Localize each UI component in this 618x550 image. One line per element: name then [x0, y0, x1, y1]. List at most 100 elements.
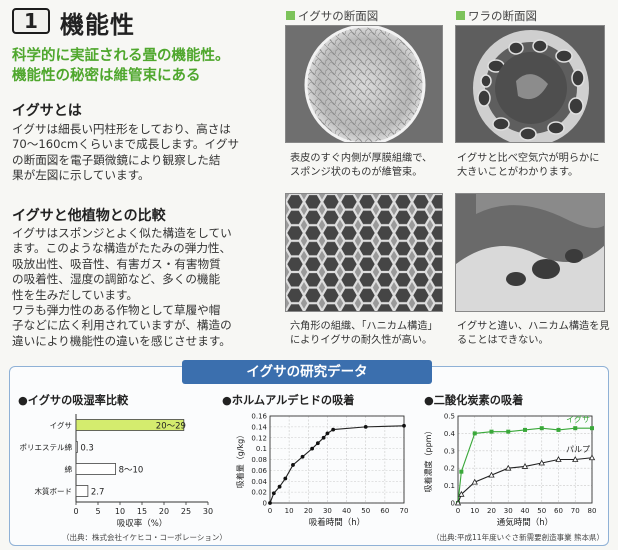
x-axis-title: 通気時間（h）	[497, 517, 553, 528]
series-name-label: パルプ	[566, 445, 590, 454]
bar-category-label: 木質ボード	[35, 486, 73, 496]
text-line: 違いにより機能性の違いを感じさせます。	[12, 333, 231, 348]
data-point	[506, 429, 511, 434]
x-tick-label: 25	[181, 507, 191, 516]
series-line	[457, 427, 592, 504]
text-line: の吸着性、湿度の調節など、多くの機能	[12, 272, 221, 287]
x-tick-label: 30	[323, 507, 332, 515]
x-tick-label: 70	[571, 507, 580, 515]
data-point	[268, 501, 272, 505]
bar-category-label: 綿	[65, 464, 73, 474]
bar	[75, 463, 116, 475]
data-point	[523, 427, 527, 432]
x-tick-label: 0	[268, 507, 272, 515]
y-tick-label: 0.3	[444, 447, 455, 455]
data-point	[459, 469, 464, 474]
section-number-badge: 1	[12, 8, 50, 34]
x-tick-label: 80	[588, 507, 597, 515]
x-tick-label: 50	[361, 507, 370, 515]
data-point	[471, 478, 478, 485]
igusa-cross-section-label: イグサの断面図	[286, 8, 378, 24]
y-axis-title: 吸着濃度（ppm）	[423, 427, 433, 493]
x-tick-label: 40	[342, 507, 351, 515]
chart-title-co2: ●二酸化炭素の吸着	[424, 394, 524, 407]
y-tick-label: 0.1	[256, 445, 267, 453]
data-point	[489, 429, 494, 434]
text-line: ます。このような構造がたたみの弾力性、	[12, 241, 232, 256]
igusa-cross-caption: 表皮のすぐ内側が厚膜組織で、 スポンジ状のものが維管束。	[290, 153, 433, 178]
text-line: 子などに広く利用されていますが、構造の	[12, 318, 232, 333]
x-tick-label: 10	[285, 507, 294, 515]
green-square-icon	[286, 11, 295, 20]
data-point	[505, 464, 512, 471]
y-tick-label: 0.14	[251, 423, 267, 431]
data-point	[277, 484, 282, 489]
data-point	[321, 435, 326, 440]
data-point	[573, 426, 578, 431]
section-title: 機能性	[60, 11, 135, 39]
data-point	[283, 476, 288, 481]
igusa-heading: イグサとは	[12, 103, 82, 119]
data-point	[291, 463, 295, 467]
x-axis-title: 吸着時間（h）	[309, 517, 365, 528]
source-note-right: （出典:平成11年度いぐさ新需要創造事業 熊本県）	[432, 533, 604, 542]
data-point	[488, 471, 495, 478]
y-tick-label: 0	[451, 500, 455, 508]
data-point	[402, 423, 406, 428]
chart-title-moisture: ●イグサの吸湿率比較	[18, 394, 129, 407]
data-point	[539, 426, 544, 431]
data-point	[472, 431, 477, 436]
y-axis-title: 吸着量（g/kg）	[235, 431, 245, 488]
x-tick-label: 0	[73, 507, 78, 516]
data-point	[458, 490, 465, 497]
text-line: 果が左図に示しています。	[12, 168, 150, 183]
data-point	[590, 426, 594, 431]
data-point	[325, 431, 330, 436]
data-point	[310, 446, 315, 451]
text-line: イグサはスポンジとよく似た構造をしてい	[12, 226, 232, 240]
bar	[75, 485, 89, 497]
data-point	[588, 454, 596, 461]
data-point	[300, 454, 305, 459]
igusa-cross-section-photo	[285, 25, 443, 143]
wara-detail-photo	[455, 193, 605, 312]
series-name-label: イグサ	[566, 414, 590, 424]
y-tick-label: 0.08	[251, 456, 267, 464]
bar-value-label: 20～29	[156, 422, 186, 432]
x-tick-label: 5	[95, 507, 100, 516]
x-tick-label: 50	[537, 507, 546, 515]
series-line	[457, 457, 593, 504]
x-tick-label: 30	[203, 507, 213, 516]
bar	[75, 441, 78, 453]
y-tick-label: 0.2	[444, 465, 455, 473]
bar-value-label: 2.7	[91, 488, 105, 498]
igusa-paragraph: イグサは細長い円柱形をしており、高さは 70～160cmくらいまで成長します。イ…	[12, 122, 274, 184]
x-tick-label: 10	[115, 507, 125, 516]
text-line: イグサは細長い円柱形をしており、高さは	[12, 122, 231, 136]
moisture-absorption-chart: イグサ 20～29 ポリエステル綿 0.3 綿 8～10 木質ボード 2.7 0 5 10 15 20 2…	[20, 414, 213, 529]
y-tick-label: 0.1	[444, 482, 455, 490]
x-tick-label: 20	[159, 507, 169, 516]
y-tick-label: 0.16	[251, 413, 267, 421]
data-point	[556, 427, 561, 432]
y-tick-label: 0.04	[251, 478, 267, 486]
comparison-heading: イグサと他植物との比較	[12, 208, 166, 224]
wara-cross-caption: イグサと比べ空気穴が明らかに 大きいことがわかります。	[457, 153, 600, 178]
x-tick-label: 0	[456, 507, 460, 515]
text-line: 性を生みだしています。	[12, 287, 139, 302]
research-data-banner: イグサの研究データ	[182, 360, 432, 384]
x-tick-label: 20	[487, 507, 496, 515]
y-tick-label: 0.12	[251, 434, 267, 442]
bar	[75, 419, 185, 431]
green-square-icon	[456, 11, 465, 20]
y-tick-label: 0.4	[444, 430, 456, 438]
x-tick-label: 60	[380, 507, 389, 515]
data-point	[315, 441, 320, 446]
x-tick-label: 40	[521, 507, 530, 515]
x-tick-label: 30	[504, 507, 513, 515]
chart-title-formaldehyde: ●ホルムアルデヒドの吸着	[222, 394, 355, 407]
text-line: 70～160cmくらいまで成長します。イグサ	[12, 137, 240, 152]
wara-cross-section-label: ワラの断面図	[456, 8, 537, 24]
text-line: ワラも弾力性のある作物として草履や帽	[12, 303, 221, 318]
data-point	[271, 491, 276, 496]
